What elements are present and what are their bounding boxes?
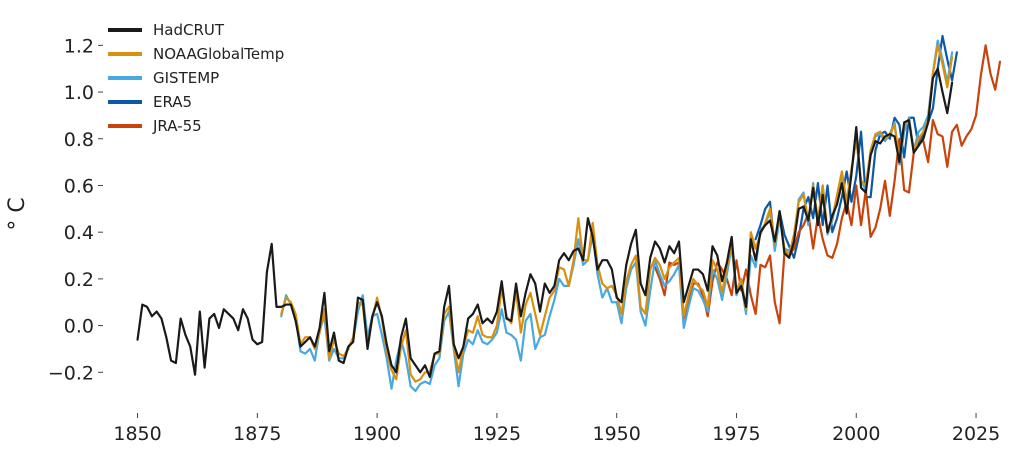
y-tick-label: 0.2 — [64, 269, 94, 291]
series-line-gistemp — [280, 39, 954, 393]
x-tick-label: 2000 — [832, 423, 880, 445]
x-tick-label: 1850 — [113, 423, 161, 445]
series-line-jra-55 — [653, 44, 1002, 325]
y-axis: −0.2 0.0 0.2 0.4 0.6 0.8 1.0 1.2 — [48, 35, 103, 384]
series-layer — [136, 34, 1002, 393]
x-axis: 1850 1875 1900 1925 1950 1975 2000 2025 — [113, 413, 1000, 445]
y-tick-label: 0.4 — [64, 222, 94, 244]
legend-label: GISTEMP — [153, 69, 219, 87]
legend-label: HadCRUT — [153, 21, 225, 39]
legend: HadCRUT NOAAGlobalTemp GISTEMP ERA5 JRA-55 — [108, 21, 284, 135]
y-axis-label: ° C — [5, 197, 30, 230]
legend-label: JRA-55 — [152, 117, 202, 135]
x-tick-label: 1950 — [593, 423, 641, 445]
y-tick-label: 1.0 — [64, 82, 94, 104]
x-tick-label: 1975 — [712, 423, 760, 445]
y-tick-label: 0.8 — [64, 129, 94, 151]
x-tick-label: 1900 — [353, 423, 401, 445]
legend-label: ERA5 — [153, 93, 192, 111]
x-tick-label: 1875 — [233, 423, 281, 445]
legend-label: NOAAGlobalTemp — [153, 45, 284, 63]
y-tick-label: 1.2 — [64, 35, 94, 57]
x-tick-label: 1925 — [473, 423, 521, 445]
series-line-hadcrut — [136, 67, 954, 379]
y-tick-label: 0.6 — [64, 175, 94, 197]
y-tick-label: −0.2 — [48, 362, 94, 384]
x-tick-label: 2025 — [952, 423, 1000, 445]
y-tick-label: 0.0 — [64, 316, 94, 338]
